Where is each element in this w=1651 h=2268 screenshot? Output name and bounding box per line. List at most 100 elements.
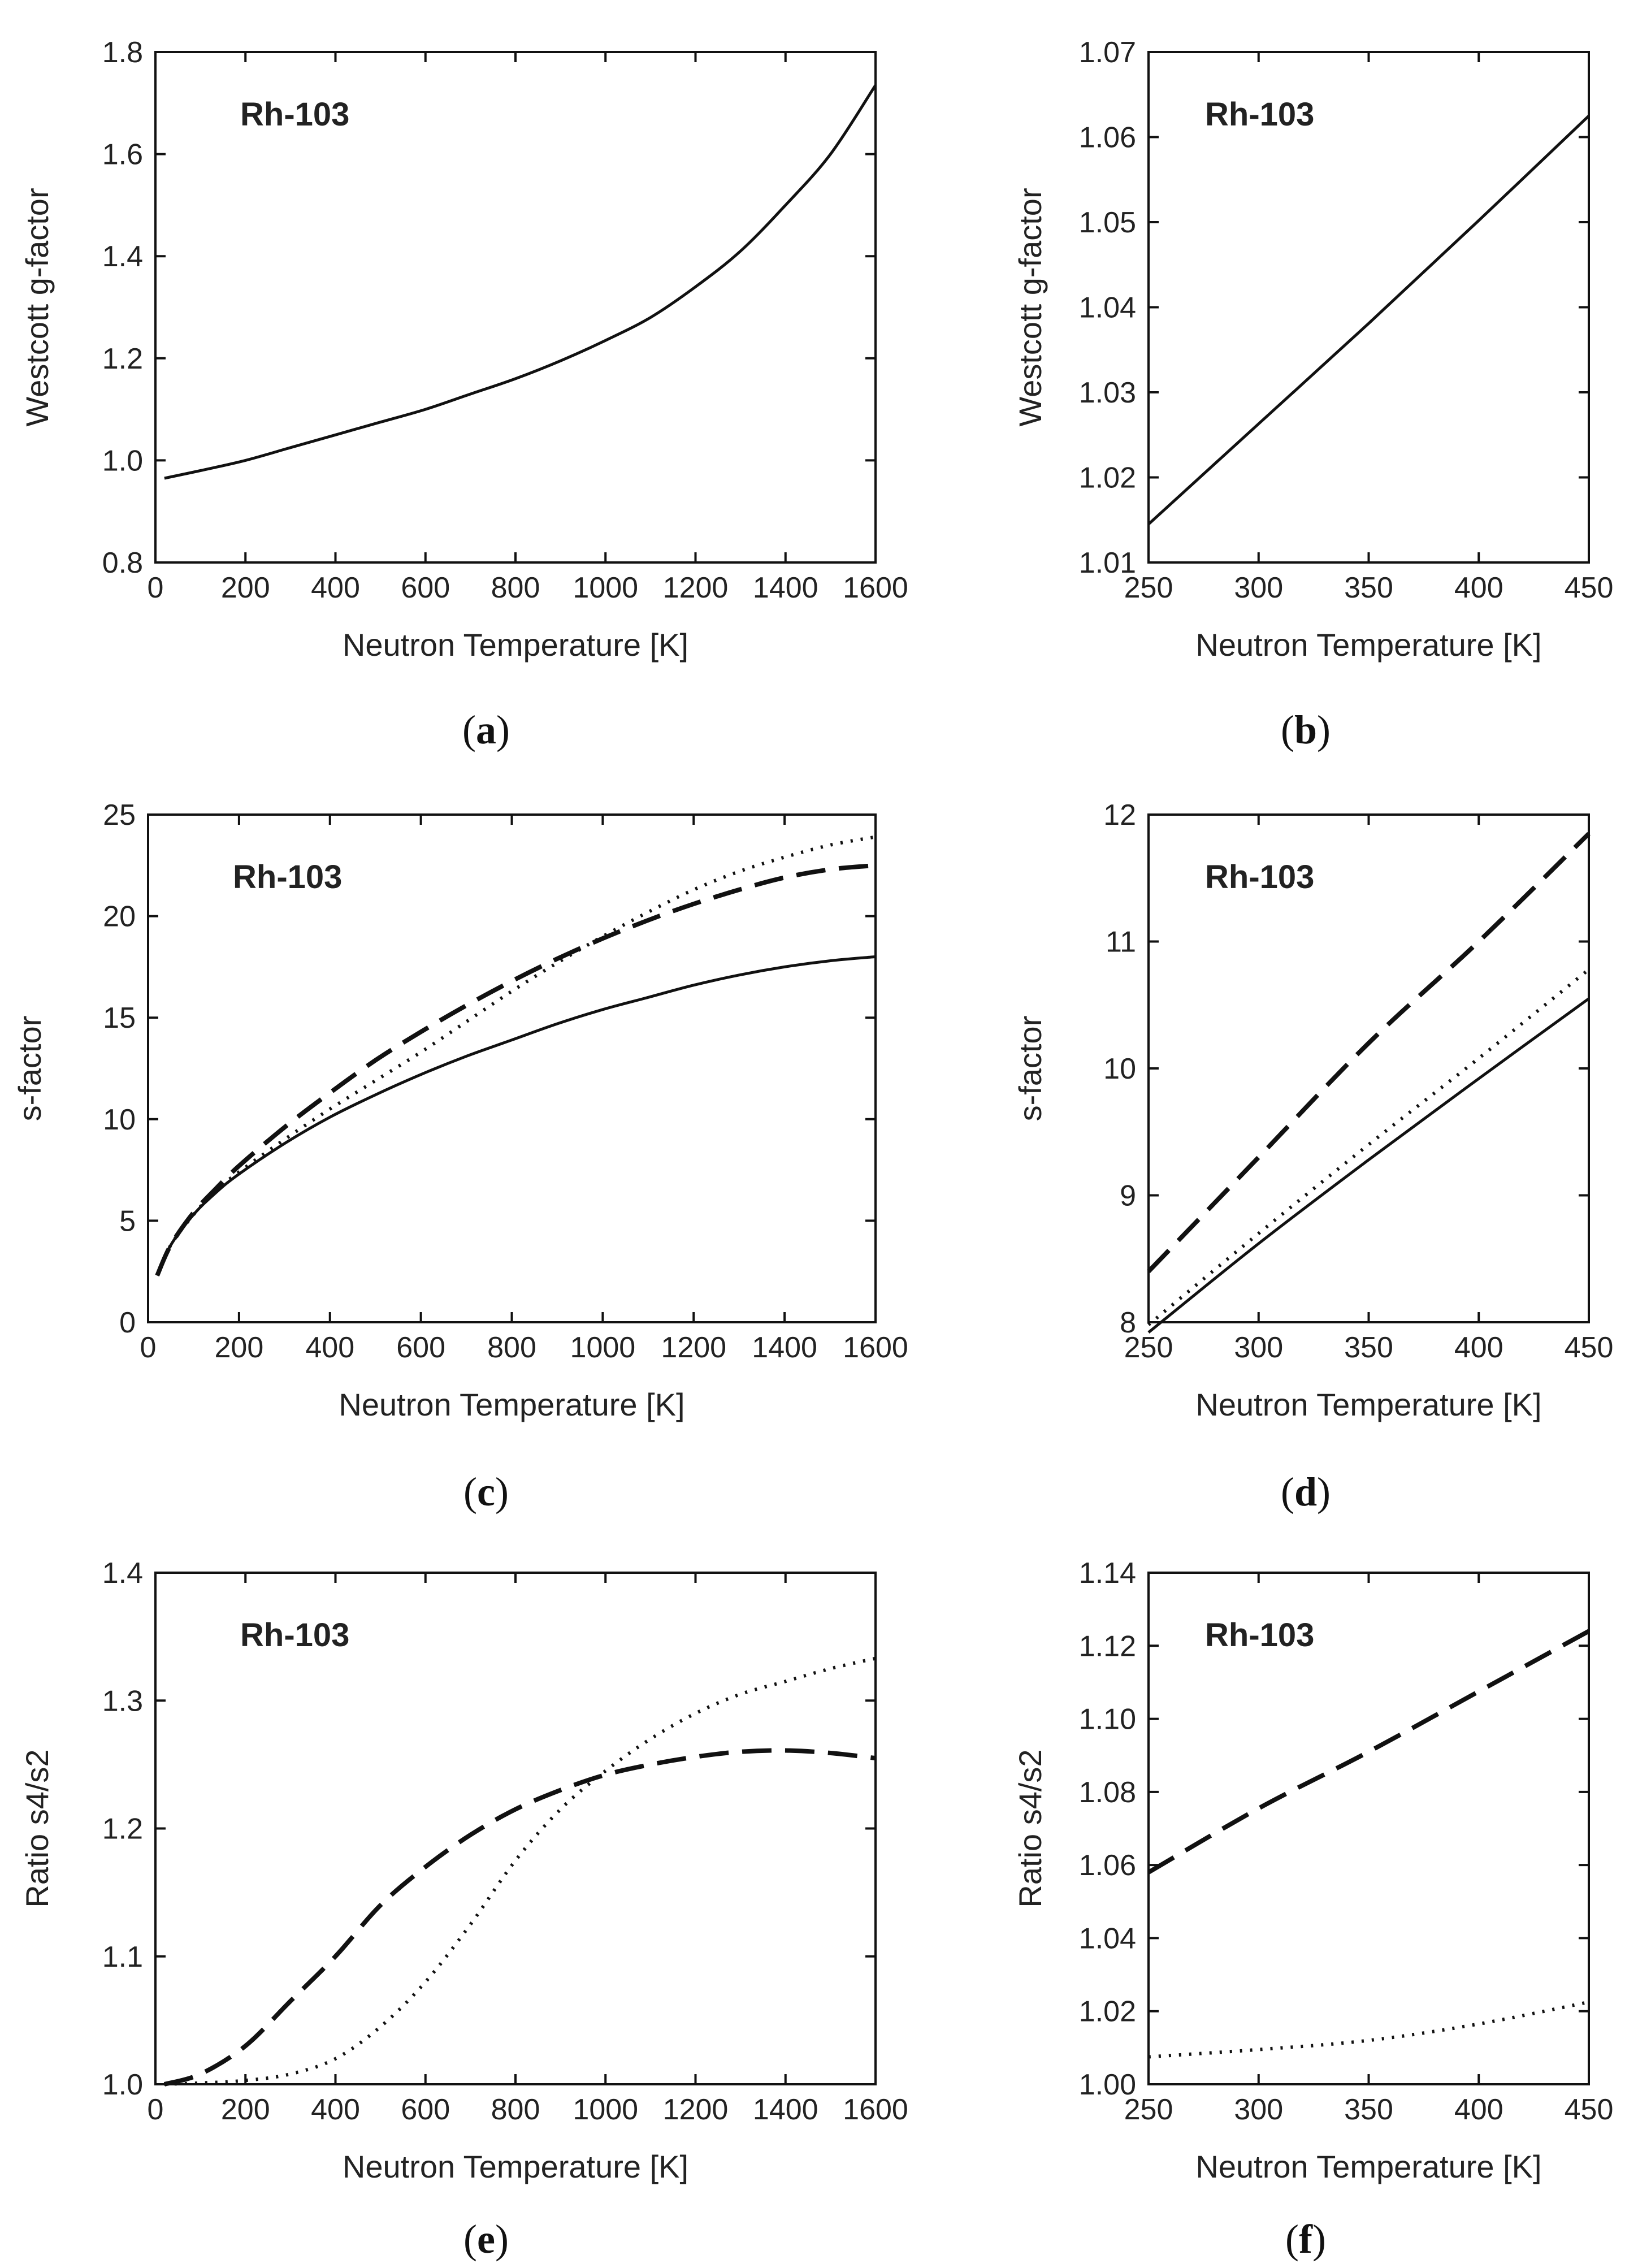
y-tick-label: 1.4 (102, 240, 143, 273)
y-tick-label: 10 (103, 1103, 136, 1136)
caption-close-paren: ) (495, 1469, 509, 1514)
y-tick-label: 1.10 (1079, 1703, 1136, 1736)
panel-c: 0 200 400 600 800 1000 1200 1400 1600 0 5 10 15 20 25 N… (12, 799, 908, 1514)
panel-e: 0 200 400 600 800 1000 1200 1400 1600 1.0 1.1 1.2 1.… (19, 1557, 908, 2262)
series-g-factor-line (1147, 115, 1590, 526)
x-tick-label: 250 (1124, 2093, 1173, 2126)
x-axis-label: Neutron Temperature [K] (1195, 627, 1541, 663)
x-tick-label: 450 (1565, 2093, 1614, 2126)
x-axis-label: Neutron Temperature [K] (339, 1387, 684, 1422)
panel-caption-c: (c) (463, 1469, 509, 1514)
y-tick-label: 0.8 (102, 547, 143, 579)
y-axis-label: s-factor (1012, 1016, 1048, 1122)
series-dotted-line (155, 835, 876, 1276)
x-tick-label: 800 (491, 572, 540, 604)
x-tick-label: 0 (148, 2093, 164, 2126)
y-tick-label: 1.06 (1079, 1849, 1136, 1882)
y-tick-label: 1.2 (102, 1813, 143, 1846)
caption-close-paren: ) (1312, 2217, 1326, 2262)
caption-open-paren: ( (1281, 1469, 1294, 1514)
x-tick-label: 300 (1234, 572, 1283, 604)
x-tick-label: 600 (401, 2093, 450, 2126)
y-axis-label: Ratio s4/s2 (19, 1749, 55, 1907)
series-dashed-line (1147, 832, 1591, 1273)
x-tick-label: 600 (401, 572, 450, 604)
panel-caption-b: (b) (1281, 707, 1331, 752)
y-tick-label: 1.0 (102, 444, 143, 477)
x-tick-label: 350 (1344, 572, 1393, 604)
y-axis-label: Westcott g-factor (19, 188, 55, 426)
caption-open-paren: ( (462, 707, 476, 752)
x-tick-label: 400 (305, 1331, 354, 1364)
caption-letter: f (1299, 2217, 1313, 2262)
x-tick-label: 400 (311, 2093, 360, 2126)
y-tick-label: 9 (1120, 1180, 1136, 1213)
y-tick-label: 1.07 (1079, 36, 1136, 69)
x-tick-label: 1200 (663, 2093, 729, 2126)
x-tick-label: 400 (1454, 1331, 1503, 1364)
caption-letter: c (477, 1469, 495, 1514)
y-axis-label: Westcott g-factor (1012, 188, 1048, 426)
caption-open-paren: ( (463, 1469, 477, 1514)
panel-a: 0 200 400 600 800 1000 1200 1400 1600 0.8 1.0 1.2 1.… (19, 36, 908, 752)
series-dashed-line (163, 1748, 876, 2087)
y-tick-label: 1.2 (102, 343, 143, 375)
x-tick-label: 400 (311, 572, 360, 604)
y-tick-label: 20 (103, 901, 136, 933)
x-tick-label: 1000 (570, 1331, 636, 1364)
y-tick-label: 1.02 (1079, 1996, 1136, 2028)
y-tick-label: 0 (119, 1306, 136, 1339)
x-tick-label: 1200 (661, 1331, 726, 1364)
panel-d: 250 300 350 400 450 8 9 10 11 12 Neutron Temperatu… (1012, 799, 1613, 1514)
caption-open-paren: ( (463, 2217, 477, 2262)
x-tick-label: 1600 (843, 572, 908, 604)
x-axis-label: Neutron Temperature [K] (343, 2149, 688, 2184)
y-tick-label: 11 (1106, 926, 1136, 959)
caption-letter: b (1294, 707, 1317, 752)
y-tick-label: 1.04 (1079, 292, 1136, 324)
y-tick-label: 8 (1120, 1306, 1136, 1339)
x-tick-label: 1200 (663, 572, 729, 604)
y-tick-label: 1.01 (1079, 547, 1136, 579)
series-dotted-line (1148, 2000, 1589, 2059)
x-tick-label: 200 (221, 572, 270, 604)
series-g-factor-line (164, 84, 877, 480)
isotope-annotation: Rh-103 (1205, 859, 1314, 895)
y-axis-label: s-factor (12, 1016, 47, 1122)
panel-caption-e: (e) (463, 2217, 509, 2262)
y-tick-label: 1.06 (1079, 122, 1136, 154)
y-tick-label: 1.0 (102, 2068, 143, 2101)
caption-close-paren: ) (495, 2217, 509, 2262)
x-tick-label: 400 (1454, 572, 1503, 604)
y-tick-label: 1.14 (1079, 1557, 1136, 1590)
caption-open-paren: ( (1285, 2217, 1299, 2262)
y-tick-label: 1.03 (1079, 376, 1136, 409)
series-dashed-line (155, 863, 876, 1277)
isotope-annotation: Rh-103 (240, 1617, 349, 1654)
x-tick-label: 1400 (752, 1331, 817, 1364)
y-tick-label: 25 (103, 799, 136, 832)
x-tick-label: 1000 (573, 572, 638, 604)
x-tick-label: 800 (491, 2093, 540, 2126)
series-dotted-line (1147, 968, 1590, 1326)
panel-b: 250 300 350 400 450 1.01 1.02 1.03 1.04 1.05 1.06 1… (1012, 36, 1613, 752)
caption-letter: d (1294, 1469, 1317, 1514)
x-axis-label: Neutron Temperature [K] (1195, 2149, 1541, 2184)
isotope-annotation: Rh-103 (1205, 96, 1314, 133)
y-tick-label: 1.02 (1079, 462, 1136, 495)
x-tick-label: 450 (1565, 1331, 1614, 1364)
x-axis-label: Neutron Temperature [K] (1195, 1387, 1541, 1422)
series-solid-line (155, 955, 876, 1276)
caption-open-paren: ( (1281, 707, 1294, 752)
y-tick-label: 10 (1103, 1053, 1136, 1085)
x-tick-label: 200 (221, 2093, 270, 2126)
y-tick-label: 1.05 (1079, 206, 1136, 239)
x-tick-label: 250 (1124, 1331, 1173, 1364)
y-tick-label: 1.8 (102, 36, 143, 69)
y-tick-label: 15 (103, 1002, 136, 1035)
isotope-annotation: Rh-103 (233, 859, 342, 895)
panel-caption-f: (f) (1285, 2217, 1326, 2262)
x-axis-label: Neutron Temperature [K] (343, 627, 688, 663)
y-tick-label: 1.4 (102, 1557, 143, 1590)
